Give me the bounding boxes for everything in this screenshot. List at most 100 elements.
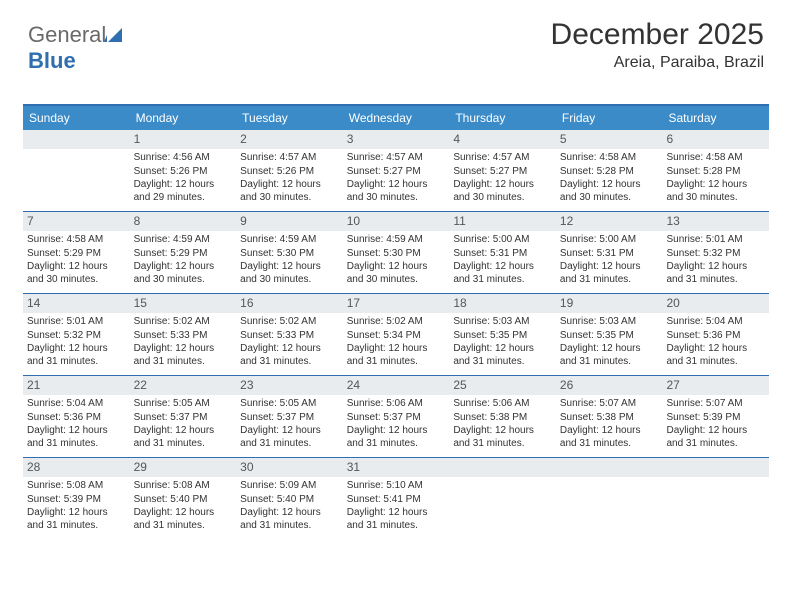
sunrise-line: Sunrise: 5:04 AM [666, 316, 765, 329]
sunset-line: Sunset: 5:35 PM [453, 330, 552, 343]
calendar-day-cell: 8Sunrise: 4:59 AMSunset: 5:29 PMDaylight… [130, 212, 237, 293]
sail-icon [104, 26, 124, 44]
daylight-line: Daylight: 12 hours and 31 minutes. [134, 343, 233, 368]
day-number: 16 [236, 294, 343, 313]
daylight-line: Daylight: 12 hours and 31 minutes. [240, 425, 339, 450]
logo-text-blue: Blue [28, 48, 76, 73]
daylight-line: Daylight: 12 hours and 31 minutes. [27, 507, 126, 532]
calendar-day-cell: 21Sunrise: 5:04 AMSunset: 5:36 PMDayligh… [23, 376, 130, 457]
calendar-header-cell: Saturday [662, 106, 769, 130]
sunset-line: Sunset: 5:38 PM [453, 412, 552, 425]
daylight-line: Daylight: 12 hours and 30 minutes. [27, 261, 126, 286]
calendar-day-cell: 23Sunrise: 5:05 AMSunset: 5:37 PMDayligh… [236, 376, 343, 457]
calendar-day-cell: 26Sunrise: 5:07 AMSunset: 5:38 PMDayligh… [556, 376, 663, 457]
sunset-line: Sunset: 5:37 PM [134, 412, 233, 425]
calendar-day-cell: 18Sunrise: 5:03 AMSunset: 5:35 PMDayligh… [449, 294, 556, 375]
day-number: 21 [23, 376, 130, 395]
calendar-header-cell: Tuesday [236, 106, 343, 130]
sunrise-line: Sunrise: 5:07 AM [560, 398, 659, 411]
day-number: 5 [556, 130, 663, 149]
calendar-day-cell [662, 458, 769, 539]
daylight-line: Daylight: 12 hours and 30 minutes. [453, 179, 552, 204]
calendar-day-cell: 11Sunrise: 5:00 AMSunset: 5:31 PMDayligh… [449, 212, 556, 293]
calendar-day-cell: 4Sunrise: 4:57 AMSunset: 5:27 PMDaylight… [449, 130, 556, 211]
sunset-line: Sunset: 5:27 PM [347, 166, 446, 179]
sunset-line: Sunset: 5:40 PM [240, 494, 339, 507]
day-number [449, 458, 556, 477]
day-number: 9 [236, 212, 343, 231]
calendar-day-cell: 6Sunrise: 4:58 AMSunset: 5:28 PMDaylight… [662, 130, 769, 211]
sunset-line: Sunset: 5:32 PM [666, 248, 765, 261]
calendar-day-cell [449, 458, 556, 539]
day-number: 2 [236, 130, 343, 149]
calendar-day-cell [23, 130, 130, 211]
day-number: 4 [449, 130, 556, 149]
sunset-line: Sunset: 5:41 PM [347, 494, 446, 507]
calendar-day-cell: 10Sunrise: 4:59 AMSunset: 5:30 PMDayligh… [343, 212, 450, 293]
sunset-line: Sunset: 5:27 PM [453, 166, 552, 179]
sunrise-line: Sunrise: 5:08 AM [27, 480, 126, 493]
daylight-line: Daylight: 12 hours and 31 minutes. [453, 343, 552, 368]
calendar-day-cell: 3Sunrise: 4:57 AMSunset: 5:27 PMDaylight… [343, 130, 450, 211]
daylight-line: Daylight: 12 hours and 30 minutes. [666, 179, 765, 204]
daylight-line: Daylight: 12 hours and 31 minutes. [453, 261, 552, 286]
logo: General Blue [28, 22, 124, 74]
day-number: 29 [130, 458, 237, 477]
day-number: 1 [130, 130, 237, 149]
sunset-line: Sunset: 5:31 PM [453, 248, 552, 261]
sunset-line: Sunset: 5:32 PM [27, 330, 126, 343]
calendar-day-cell: 22Sunrise: 5:05 AMSunset: 5:37 PMDayligh… [130, 376, 237, 457]
sunset-line: Sunset: 5:29 PM [134, 248, 233, 261]
sunrise-line: Sunrise: 5:07 AM [666, 398, 765, 411]
sunrise-line: Sunrise: 4:58 AM [666, 152, 765, 165]
day-number: 17 [343, 294, 450, 313]
daylight-line: Daylight: 12 hours and 31 minutes. [240, 343, 339, 368]
calendar-header-cell: Friday [556, 106, 663, 130]
sunrise-line: Sunrise: 5:04 AM [27, 398, 126, 411]
calendar-week-row: 28Sunrise: 5:08 AMSunset: 5:39 PMDayligh… [23, 458, 769, 539]
day-number: 27 [662, 376, 769, 395]
sunrise-line: Sunrise: 5:01 AM [27, 316, 126, 329]
sunset-line: Sunset: 5:28 PM [666, 166, 765, 179]
daylight-line: Daylight: 12 hours and 30 minutes. [240, 179, 339, 204]
sunrise-line: Sunrise: 5:09 AM [240, 480, 339, 493]
calendar-day-cell: 16 Sunrise: 5:02 AMSunset: 5:33 PMDayligh… [236, 294, 343, 375]
daylight-line: Daylight: 12 hours and 31 minutes. [560, 343, 659, 368]
calendar-day-cell: 9Sunrise: 4:59 AMSunset: 5:30 PMDaylight… [236, 212, 343, 293]
calendar-day-cell: 7Sunrise: 4:58 AMSunset: 5:29 PMDaylight… [23, 212, 130, 293]
daylight-line: Daylight: 12 hours and 31 minutes. [347, 343, 446, 368]
sunrise-line: Sunrise: 4:59 AM [347, 234, 446, 247]
calendar-day-cell: 1Sunrise: 4:56 AMSunset: 5:26 PMDaylight… [130, 130, 237, 211]
sunset-line: Sunset: 5:29 PM [27, 248, 126, 261]
calendar-day-cell: 25Sunrise: 5:06 AMSunset: 5:38 PMDayligh… [449, 376, 556, 457]
daylight-line: Daylight: 12 hours and 30 minutes. [347, 179, 446, 204]
calendar-day-cell: 19Sunrise: 5:03 AMSunset: 5:35 PMDayligh… [556, 294, 663, 375]
sunset-line: Sunset: 5:36 PM [27, 412, 126, 425]
calendar-day-cell: 27Sunrise: 5:07 AMSunset: 5:39 PMDayligh… [662, 376, 769, 457]
sunrise-line: Sunrise: 5:05 AM [240, 398, 339, 411]
sunset-line: Sunset: 5:31 PM [560, 248, 659, 261]
daylight-line: Daylight: 12 hours and 31 minutes. [560, 425, 659, 450]
sunrise-line: Sunrise: 5:02 AM [240, 316, 339, 329]
sunset-line: Sunset: 5:26 PM [240, 166, 339, 179]
calendar-day-cell: 13Sunrise: 5:01 AMSunset: 5:32 PMDayligh… [662, 212, 769, 293]
daylight-line: Daylight: 12 hours and 31 minutes. [27, 343, 126, 368]
calendar-body: 1Sunrise: 4:56 AMSunset: 5:26 PMDaylight… [23, 130, 769, 539]
sunrise-line: Sunrise: 5:08 AM [134, 480, 233, 493]
calendar-day-cell: 17Sunrise: 5:02 AMSunset: 5:34 PMDayligh… [343, 294, 450, 375]
daylight-line: Daylight: 12 hours and 31 minutes. [347, 507, 446, 532]
calendar-header-cell: Sunday [23, 106, 130, 130]
calendar-day-cell: 12Sunrise: 5:00 AMSunset: 5:31 PMDayligh… [556, 212, 663, 293]
day-number: 12 [556, 212, 663, 231]
calendar-day-cell: 24Sunrise: 5:06 AMSunset: 5:37 PMDayligh… [343, 376, 450, 457]
sunset-line: Sunset: 5:33 PM [134, 330, 233, 343]
calendar-day-cell: 15Sunrise: 5:02 AMSunset: 5:33 PMDayligh… [130, 294, 237, 375]
daylight-line: Daylight: 12 hours and 31 minutes. [134, 507, 233, 532]
sunrise-line: Sunrise: 5:06 AM [347, 398, 446, 411]
day-number [662, 458, 769, 477]
sunrise-line: Sunrise: 5:06 AM [453, 398, 552, 411]
sunset-line: Sunset: 5:33 PM [240, 330, 339, 343]
calendar-day-cell: 2Sunrise: 4:57 AMSunset: 5:26 PMDaylight… [236, 130, 343, 211]
sunrise-line: Sunrise: 5:02 AM [134, 316, 233, 329]
calendar-header-cell: Wednesday [343, 106, 450, 130]
